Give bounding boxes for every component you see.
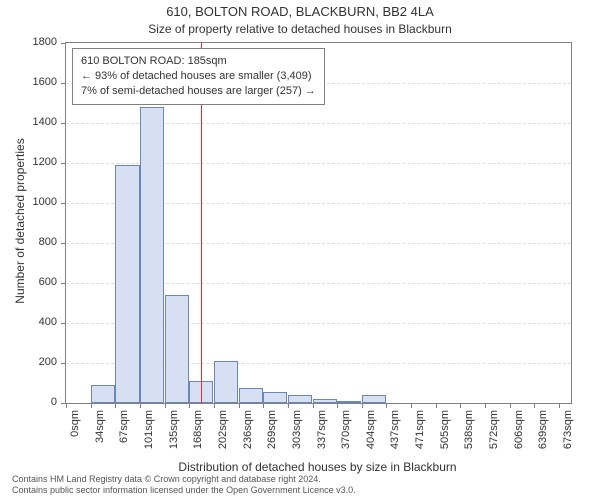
- x-tick-mark: [337, 403, 338, 408]
- histogram-bar: [288, 395, 313, 403]
- info-line-3: 7% of semi-detached houses are larger (2…: [81, 84, 316, 99]
- y-tick-mark: [61, 323, 66, 324]
- histogram-bar: [140, 107, 165, 403]
- x-tick-label: 639sqm: [537, 410, 549, 470]
- y-tick-label: 1400: [17, 116, 57, 128]
- x-tick-label: 606sqm: [513, 410, 525, 470]
- histogram-bar: [165, 295, 190, 403]
- y-tick-label: 1200: [17, 156, 57, 168]
- x-tick-label: 437sqm: [389, 410, 401, 470]
- info-line-2: ← 93% of detached houses are smaller (3,…: [81, 69, 316, 84]
- x-tick-mark: [386, 403, 387, 408]
- info-box: 610 BOLTON ROAD: 185sqm ← 93% of detache…: [72, 48, 325, 105]
- y-axis-label: Number of detached properties: [13, 121, 27, 321]
- x-tick-mark: [165, 403, 166, 408]
- histogram-bar: [115, 165, 140, 403]
- x-tick-label: 404sqm: [365, 410, 377, 470]
- x-tick-label: 135sqm: [168, 410, 180, 470]
- y-tick-mark: [61, 83, 66, 84]
- x-tick-label: 101sqm: [143, 410, 155, 470]
- chart-title-sub: Size of property relative to detached ho…: [0, 22, 600, 36]
- y-tick-label: 800: [17, 236, 57, 248]
- x-tick-mark: [214, 403, 215, 408]
- x-tick-label: 303sqm: [291, 410, 303, 470]
- x-tick-mark: [485, 403, 486, 408]
- x-tick-mark: [189, 403, 190, 408]
- x-tick-label: 538sqm: [463, 410, 475, 470]
- x-tick-mark: [140, 403, 141, 408]
- x-tick-mark: [534, 403, 535, 408]
- x-tick-mark: [115, 403, 116, 408]
- x-tick-mark: [436, 403, 437, 408]
- y-tick-mark: [61, 203, 66, 204]
- histogram-bar: [214, 361, 239, 403]
- histogram-bar: [263, 392, 288, 403]
- x-tick-label: 337sqm: [316, 410, 328, 470]
- x-tick-label: 236sqm: [242, 410, 254, 470]
- y-tick-label: 1000: [17, 196, 57, 208]
- x-tick-mark: [313, 403, 314, 408]
- x-tick-mark: [362, 403, 363, 408]
- x-tick-label: 572sqm: [488, 410, 500, 470]
- x-tick-label: 202sqm: [217, 410, 229, 470]
- y-tick-label: 400: [17, 316, 57, 328]
- x-tick-label: 269sqm: [266, 410, 278, 470]
- x-tick-label: 0sqm: [69, 410, 81, 470]
- x-tick-label: 505sqm: [439, 410, 451, 470]
- histogram-bar: [362, 395, 387, 403]
- x-tick-mark: [460, 403, 461, 408]
- x-tick-mark: [263, 403, 264, 408]
- x-tick-mark: [411, 403, 412, 408]
- x-tick-label: 370sqm: [340, 410, 352, 470]
- histogram-bar: [91, 385, 116, 403]
- y-tick-mark: [61, 283, 66, 284]
- y-tick-label: 0: [17, 396, 57, 408]
- x-tick-label: 67sqm: [118, 410, 130, 470]
- x-tick-label: 471sqm: [414, 410, 426, 470]
- y-tick-label: 1600: [17, 76, 57, 88]
- y-tick-mark: [61, 43, 66, 44]
- footer-line-1: Contains HM Land Registry data © Crown c…: [12, 474, 356, 485]
- y-tick-mark: [61, 363, 66, 364]
- y-tick-label: 200: [17, 356, 57, 368]
- y-tick-mark: [61, 123, 66, 124]
- footer-line-2: Contains public sector information licen…: [12, 485, 356, 496]
- histogram-bar: [337, 401, 362, 403]
- x-tick-label: 34sqm: [94, 410, 106, 470]
- x-tick-label: 168sqm: [192, 410, 204, 470]
- x-tick-mark: [91, 403, 92, 408]
- info-line-1: 610 BOLTON ROAD: 185sqm: [81, 54, 316, 69]
- histogram-bar: [313, 399, 338, 403]
- y-tick-label: 600: [17, 276, 57, 288]
- y-tick-label: 1800: [17, 36, 57, 48]
- footer: Contains HM Land Registry data © Crown c…: [12, 474, 356, 497]
- figure: 610, BOLTON ROAD, BLACKBURN, BB2 4LA Siz…: [0, 0, 600, 500]
- y-tick-mark: [61, 163, 66, 164]
- y-tick-mark: [61, 243, 66, 244]
- histogram-bar: [239, 388, 264, 403]
- x-tick-mark: [288, 403, 289, 408]
- x-tick-mark: [510, 403, 511, 408]
- x-tick-label: 673sqm: [562, 410, 574, 470]
- x-tick-mark: [66, 403, 67, 408]
- x-tick-mark: [239, 403, 240, 408]
- x-tick-mark: [559, 403, 560, 408]
- chart-title-main: 610, BOLTON ROAD, BLACKBURN, BB2 4LA: [0, 4, 600, 19]
